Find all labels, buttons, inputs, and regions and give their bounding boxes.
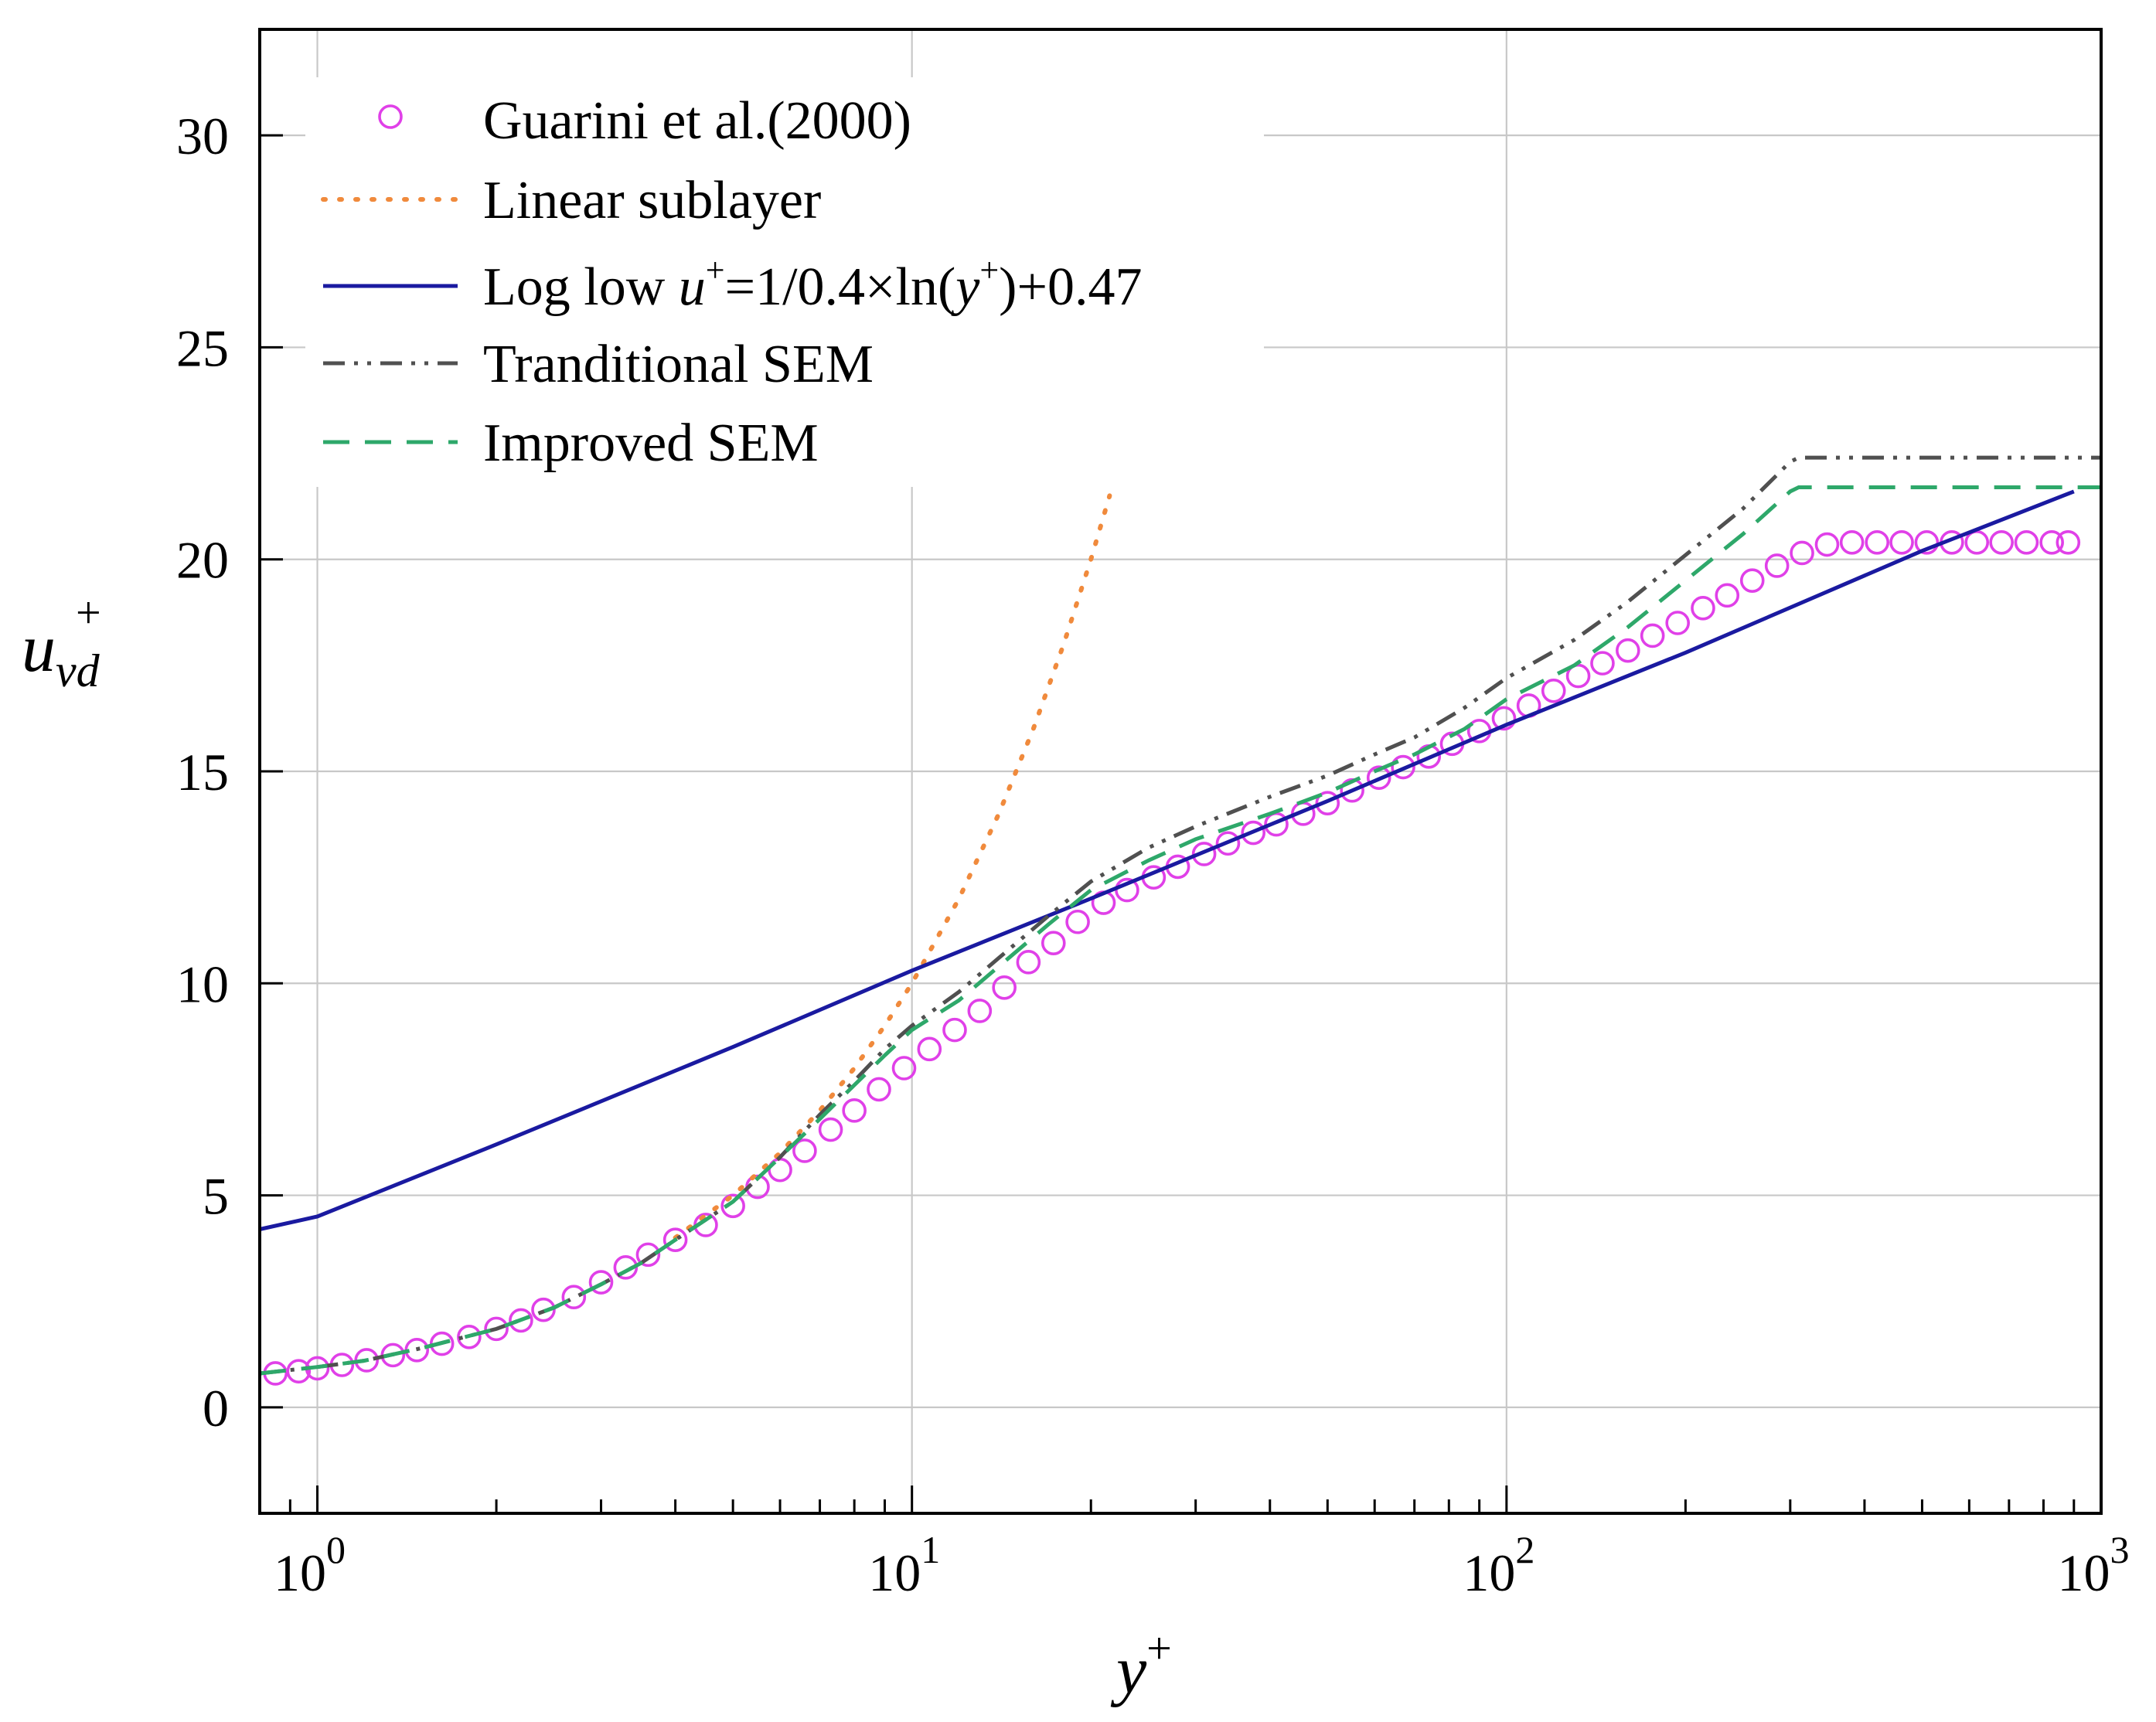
data-point-guarini: [1964, 529, 1990, 555]
x-tick-label: 103: [2058, 1528, 2130, 1602]
data-point-guarini: [484, 1316, 509, 1342]
data-point-guarini: [1215, 831, 1241, 856]
data-point-guarini: [1590, 651, 1615, 676]
legend: Guarini et al.(2000) Linear sublayer Log l…: [321, 91, 1142, 473]
data-point-guarini: [2056, 529, 2081, 555]
data-point-guarini: [1191, 842, 1217, 866]
data-point-guarini: [1865, 529, 1890, 555]
legend-background: [305, 77, 1264, 487]
data-point-guarini: [1315, 791, 1340, 815]
data-point-guarini: [509, 1308, 533, 1333]
y-tick-label: 0: [203, 1379, 229, 1438]
data-point-guarini: [720, 1193, 745, 1219]
data-point-guarini: [1715, 583, 1740, 608]
y-axis-title: u + vd: [22, 587, 101, 696]
y-tick-label: 10: [176, 955, 229, 1013]
data-point-guarini: [942, 1017, 967, 1043]
legend-marker-guarini: [378, 104, 403, 129]
legend-label: Linear sublayer: [483, 171, 821, 230]
data-point-guarini: [1016, 950, 1041, 975]
legend-label: Improved SEM: [483, 413, 819, 473]
data-point-guarini: [1665, 611, 1691, 635]
y-tick-label: 15: [176, 743, 229, 801]
series-line-dashed: [259, 485, 2101, 1376]
data-point-guarini: [1541, 678, 1566, 703]
data-point-guarini: [1241, 820, 1266, 846]
data-point-guarini: [917, 1036, 942, 1062]
series-layer: [259, 455, 2101, 1386]
data-point-guarini: [635, 1242, 661, 1268]
data-point-guarini: [967, 999, 993, 1023]
data-point-guarini: [1640, 623, 1665, 648]
y-tick-label: 5: [203, 1167, 229, 1226]
data-point-guarini: [1739, 568, 1765, 593]
x-tick-label: 101: [868, 1528, 940, 1602]
series-line-dotted: [673, 493, 1112, 1240]
data-point-guarini: [842, 1098, 867, 1123]
y-tick-label: 30: [176, 107, 229, 165]
data-point-guarini: [1814, 532, 1840, 557]
data-point-guarini: [1366, 765, 1391, 791]
data-point-guarini: [1790, 540, 1814, 566]
data-point-guarini: [792, 1138, 817, 1163]
data-point-guarini: [1989, 529, 2014, 555]
data-point-guarini: [286, 1359, 312, 1384]
legend-label: Tranditional SEM: [483, 335, 874, 394]
data-point-guarini: [588, 1270, 614, 1295]
legend-label: Log low u+=1/0.4×ln(y+)+0.47: [483, 251, 1142, 317]
data-point-guarini: [1491, 706, 1517, 731]
data-point-guarini: [2039, 529, 2064, 555]
axis-ticks: [258, 134, 2103, 1513]
x-axis-title: y+: [1110, 1623, 1172, 1708]
data-point-guarini: [1691, 595, 1715, 621]
data-point-guarini: [457, 1324, 482, 1349]
data-point-guarini: [662, 1227, 688, 1252]
data-point-guarini: [818, 1117, 843, 1142]
y-tick-label: 20: [176, 531, 229, 590]
data-point-guarini: [1565, 663, 1591, 689]
data-point-guarini: [1264, 812, 1289, 837]
data-point-guarini: [2014, 529, 2039, 555]
data-point-guarini: [1839, 529, 1865, 555]
series-line-dashdotdot: [259, 455, 2101, 1376]
data-point-guarini: [867, 1077, 891, 1102]
data-point-guarini: [1065, 909, 1090, 934]
data-point-guarini: [531, 1297, 556, 1322]
axis-labels: 0 5 10 15 20 25 30 100 101 102 103 y+ u + vd: [22, 107, 2130, 1708]
data-point-guarini: [891, 1056, 917, 1081]
legend-label: Guarini et al.(2000): [483, 91, 911, 151]
data-point-guarini: [561, 1285, 587, 1310]
series-line-solid: [259, 489, 2075, 1231]
data-point-guarini: [1914, 529, 1940, 555]
data-point-guarini: [1764, 553, 1790, 578]
data-point-guarini: [1391, 754, 1415, 780]
data-point-guarini: [992, 975, 1017, 1000]
data-point-guarini: [1616, 638, 1640, 663]
data-point-guarini: [1889, 529, 1914, 555]
y-tick-label: 25: [176, 318, 229, 377]
x-tick-label: 102: [1463, 1528, 1534, 1602]
x-tick-label: 100: [274, 1528, 346, 1602]
data-point-guarini: [1041, 931, 1066, 955]
